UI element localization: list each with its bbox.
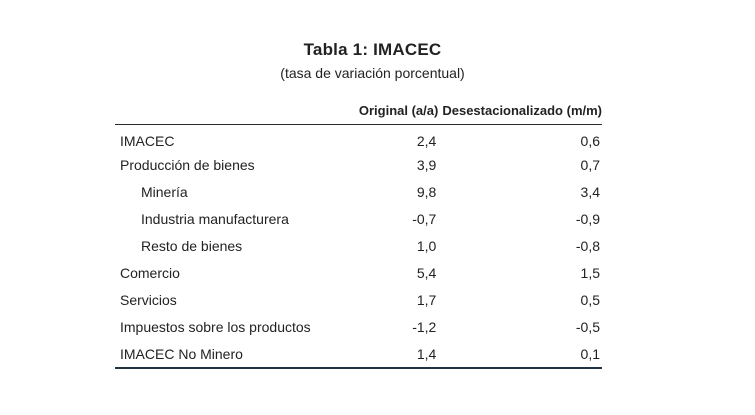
row-original-value: 2,4 [416,133,437,150]
row-label: Producción de bienes [120,157,255,173]
table-title: Tabla 1: IMACEC [303,40,442,59]
row-desestacionalizado-value: 1,5 [580,265,600,281]
row-label: Minería [141,184,188,200]
row-desestacionalizado-value: 0,5 [580,292,600,308]
row-label: Impuestos sobre los productos [120,319,311,335]
row-desestacionalizado-value: 0,7 [580,157,600,173]
row-original-value: -0,7 [412,211,437,227]
header-row: Original (a/a) Desestacionalizado (m/m) [115,96,602,125]
row-original-value: 5,4 [416,265,437,281]
row-label: IMACEC [120,133,175,150]
row-desestacionalizado-value: -0,5 [575,319,600,335]
table-row: Producción de bienes 3,9 0,7 [115,152,602,179]
table-row: Comercio 5,4 1,5 [115,260,602,287]
row-original-value: 1,4 [416,345,437,362]
header-desestacionalizado: Desestacionalizado (m/m) [442,102,602,118]
row-original-value: 1,7 [416,292,437,308]
row-label: Industria manufacturera [141,211,289,227]
table-row: Industria manufacturera -0,7 -0,9 [115,206,602,233]
table-body: IMACEC 2,4 0,6 Producción de bienes 3,9 0,7 Mi… [115,125,602,368]
table-subtitle: (tasa de variación porcentual) [280,65,465,81]
row-original-value: -1,2 [412,319,437,335]
row-original-value: 9,8 [416,184,437,200]
table-row: IMACEC 2,4 0,6 [115,125,602,152]
table-row: Resto de bienes 1,0 -0,8 [115,233,602,260]
row-desestacionalizado-value: 0,1 [580,345,600,362]
row-desestacionalizado-value: 0,6 [580,133,600,150]
row-original-value: 1,0 [416,238,437,254]
row-desestacionalizado-value: -0,9 [575,211,600,227]
imacec-table: Original (a/a) Desestacionalizado (m/m) … [115,96,602,369]
table-row: Servicios 1,7 0,5 [115,287,602,314]
row-label: Resto de bienes [141,238,243,254]
row-label: Comercio [120,265,180,281]
row-desestacionalizado-value: 3,4 [580,184,600,200]
row-label: IMACEC No Minero [120,345,243,362]
row-desestacionalizado-value: -0,8 [575,238,600,254]
table-row: Minería 9,8 3,4 [115,179,602,206]
row-original-value: 3,9 [416,157,437,173]
row-label: Servicios [120,292,177,308]
table-row: Impuestos sobre los productos -1,2 -0,5 [115,314,602,341]
table-row: IMACEC No Minero 1,4 0,1 [115,341,602,368]
header-original: Original (a/a) [358,102,439,118]
header-label [115,96,327,125]
